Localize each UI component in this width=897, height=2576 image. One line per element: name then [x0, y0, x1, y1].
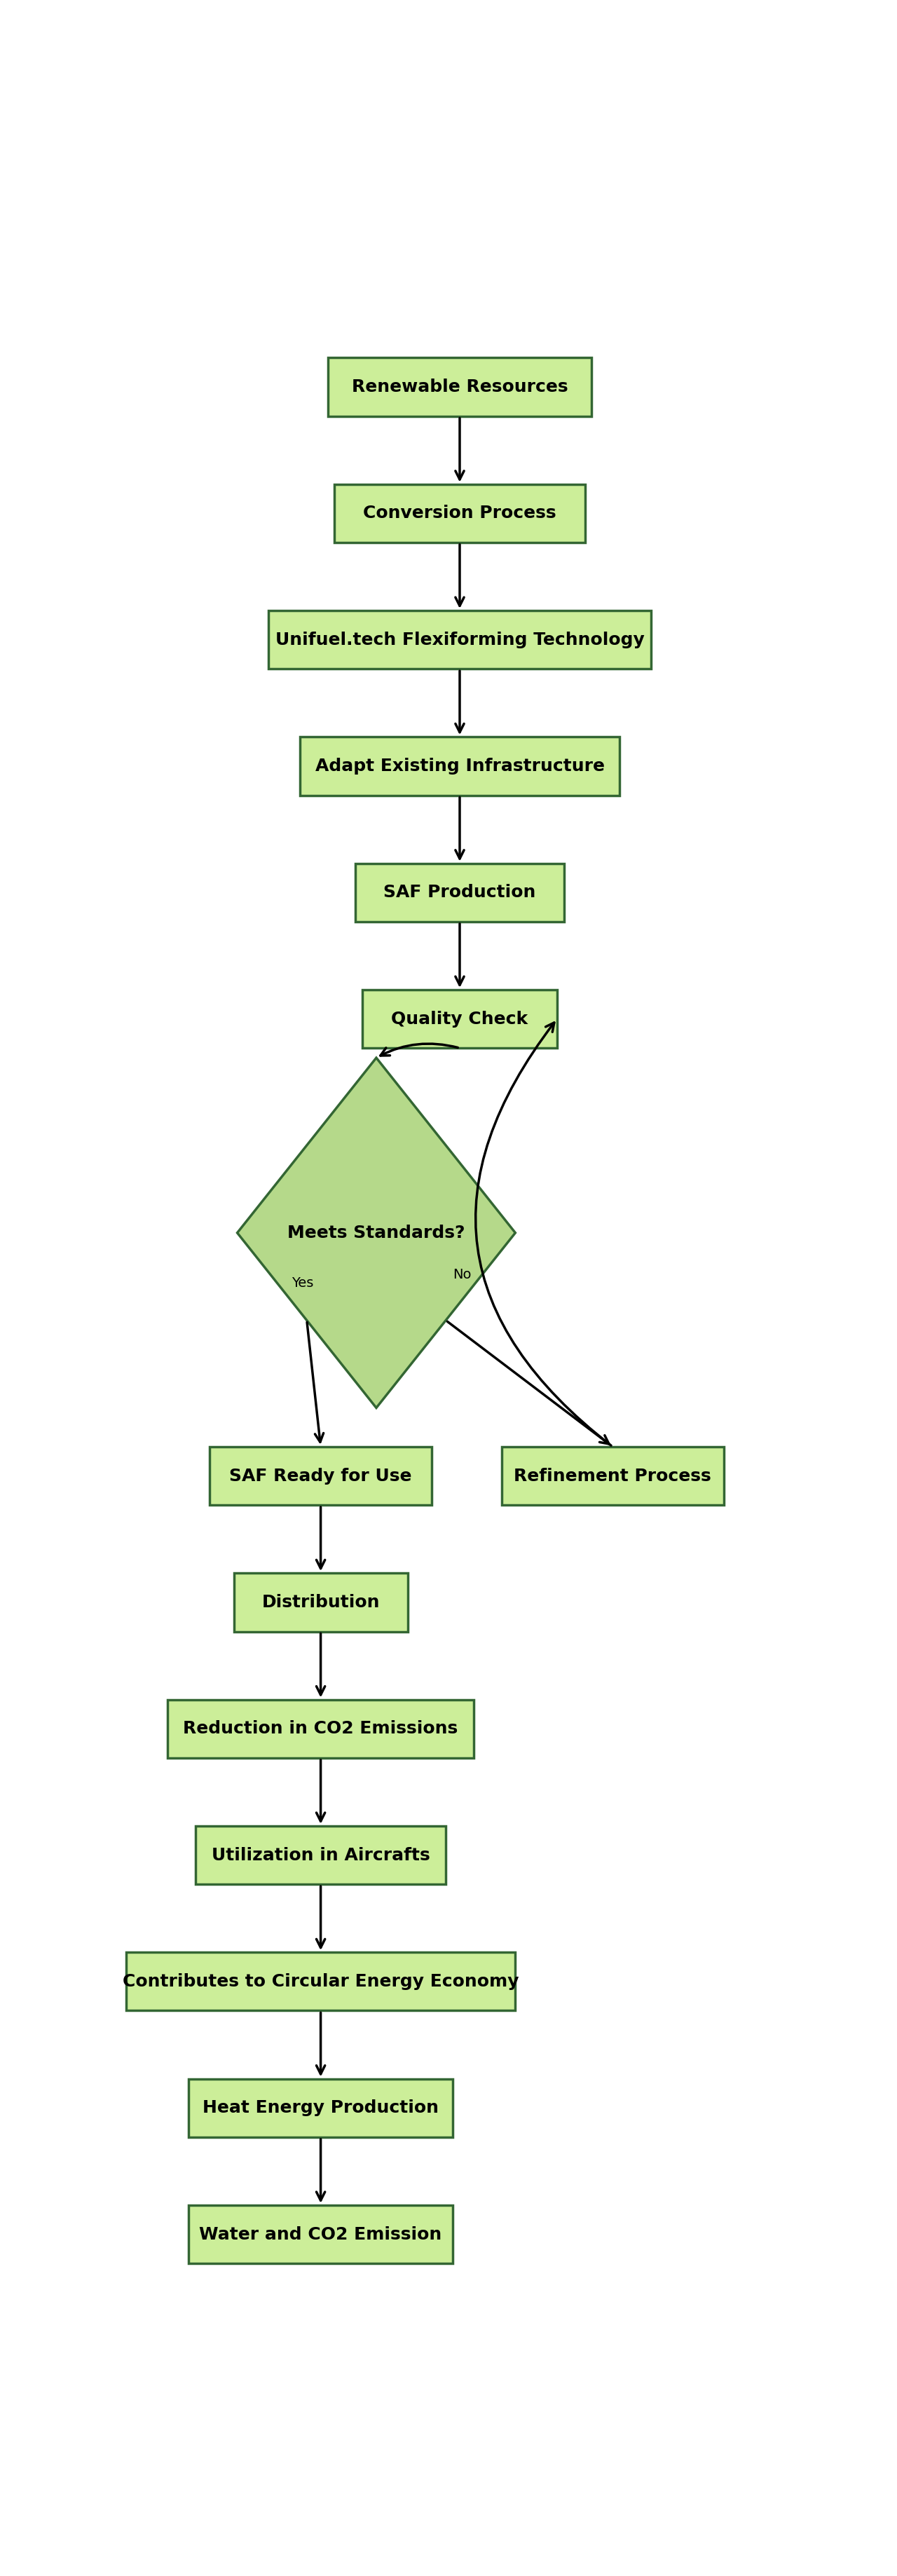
FancyArrowPatch shape — [380, 1043, 457, 1056]
Text: SAF Ready for Use: SAF Ready for Use — [230, 1468, 412, 1484]
FancyBboxPatch shape — [335, 484, 585, 544]
FancyBboxPatch shape — [168, 1700, 474, 1757]
Polygon shape — [237, 1059, 516, 1409]
Text: Contributes to Circular Energy Economy: Contributes to Circular Energy Economy — [123, 1973, 518, 1989]
Text: Adapt Existing Infrastructure: Adapt Existing Infrastructure — [315, 757, 605, 775]
FancyBboxPatch shape — [234, 1574, 407, 1631]
FancyBboxPatch shape — [355, 863, 564, 922]
Text: Utilization in Aircrafts: Utilization in Aircrafts — [212, 1847, 430, 1862]
FancyBboxPatch shape — [126, 1953, 516, 2012]
FancyBboxPatch shape — [188, 2205, 453, 2264]
Text: Quality Check: Quality Check — [391, 1010, 528, 1028]
Text: Yes: Yes — [292, 1278, 314, 1291]
FancyArrowPatch shape — [475, 1023, 611, 1445]
Text: SAF Production: SAF Production — [384, 884, 536, 902]
FancyBboxPatch shape — [327, 358, 592, 417]
Text: Distribution: Distribution — [262, 1595, 379, 1610]
Text: Meets Standards?: Meets Standards? — [287, 1224, 466, 1242]
Text: No: No — [453, 1267, 471, 1280]
FancyBboxPatch shape — [210, 1448, 432, 1504]
Text: Reduction in CO2 Emissions: Reduction in CO2 Emissions — [183, 1721, 458, 1736]
Text: Heat Energy Production: Heat Energy Production — [203, 2099, 439, 2117]
Text: Conversion Process: Conversion Process — [363, 505, 556, 523]
Text: Unifuel.tech Flexiforming Technology: Unifuel.tech Flexiforming Technology — [275, 631, 644, 649]
FancyBboxPatch shape — [501, 1448, 724, 1504]
FancyBboxPatch shape — [196, 1826, 446, 1883]
FancyBboxPatch shape — [188, 2079, 453, 2138]
Text: Renewable Resources: Renewable Resources — [352, 379, 568, 394]
Text: Refinement Process: Refinement Process — [514, 1468, 711, 1484]
FancyBboxPatch shape — [362, 989, 557, 1048]
Text: Water and CO2 Emission: Water and CO2 Emission — [199, 2226, 442, 2244]
FancyBboxPatch shape — [268, 611, 651, 670]
FancyBboxPatch shape — [300, 737, 620, 796]
